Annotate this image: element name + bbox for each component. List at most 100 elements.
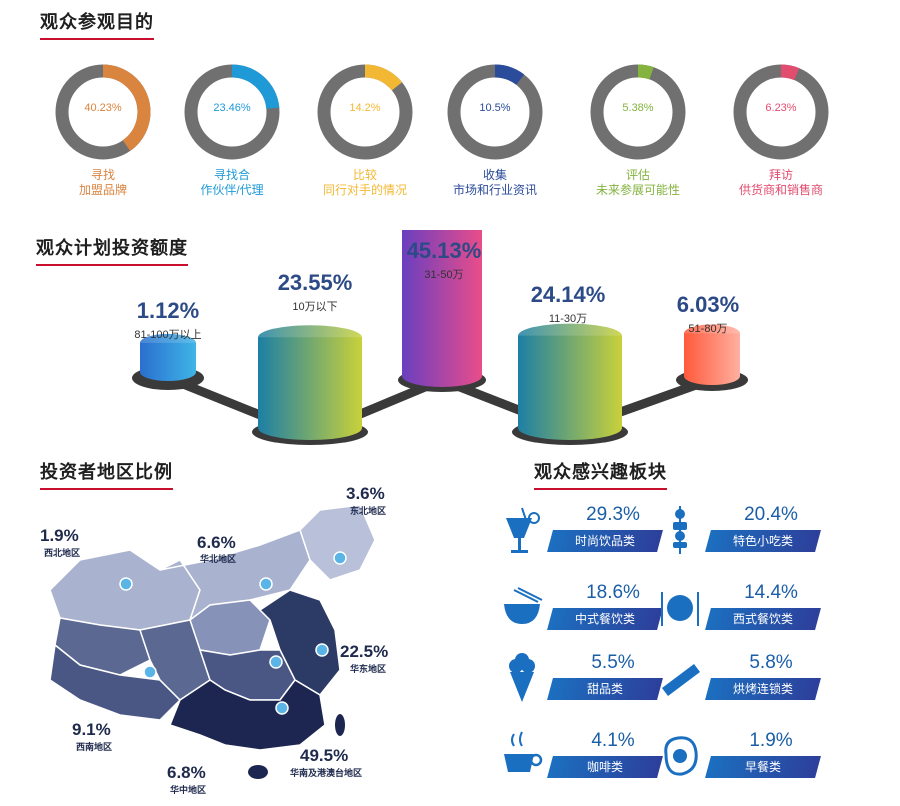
cylinder-percent: 45.13% [406,238,482,263]
donut-3: 10.5% 收集 市场和行业资讯 [425,62,565,198]
interest-item: 5.5% 甜品类 [500,648,710,708]
interest-item: 29.3% 时尚饮品类 [500,500,710,560]
donut-chart-icon [184,64,280,160]
interest-percent: 1.9% [749,730,793,751]
interest-percent: 4.1% [591,730,635,751]
icecream-icon [509,653,535,702]
donut-percent: 10.5% [479,102,511,114]
cylinder-percent: 24.14% [530,282,606,307]
cylinder-percent: 23.55% [277,270,353,295]
interest-percent: 5.8% [749,652,793,673]
cylinder-cap [140,333,196,352]
donut-label: 比较 同行对手的情况 [322,168,407,197]
cylinder-cap [258,325,362,350]
drink-icon [506,507,540,553]
donut-label: 寻找 加盟品牌 [78,168,127,197]
interest-tag: 烘烤连锁类 [705,678,821,700]
cylinder-percent: 1.12% [136,298,200,323]
interest-item: 1.9% 早餐类 [658,726,868,786]
donut-percent: 14.2% [349,102,381,114]
interest-percent: 29.3% [586,504,640,525]
region-name-east: 华东地区 [350,664,387,674]
interest-tag: 时尚饮品类 [547,530,663,552]
cylinder-body [258,337,362,440]
cylinder-range: 31-50万 [424,269,464,281]
plate-icon [661,592,699,626]
cylinder-cap [518,323,622,348]
donut-chart-icon [317,64,413,160]
interest-tag: 中式餐饮类 [547,608,663,630]
interest-item: 18.6% 中式餐饮类 [500,578,710,638]
cylinder-range: 11-30万 [548,313,588,325]
donut-5: 6.23% 拜访 供货商和销售商 [711,62,851,198]
donut-label: 收集 市场和行业资讯 [452,168,537,197]
region-percent-north: 6.6% [197,533,236,552]
interest-item: 5.8% 烘烤连锁类 [658,648,868,708]
investment-title: 观众计划投资额度 [36,234,188,266]
region-name-north: 华北地区 [200,554,237,564]
cylinder-body [140,342,196,381]
interests-title: 观众感兴趣板块 [534,458,667,490]
donut-chart-icon [55,64,151,160]
cylinder-body [402,230,482,387]
cylinder-range: 81-100万以上 [134,329,202,341]
egg-icon [664,736,698,776]
donut-arc [55,64,151,160]
donut-2: 14.2% 比较 同行对手的情况 [295,62,435,198]
donut-arc [317,64,413,160]
donut-percent: 6.23% [765,102,797,114]
region-percent-southwest: 9.1% [72,720,111,739]
donut-percent: 23.46% [213,102,251,114]
region-percent-central: 6.8% [167,763,206,782]
cylinder-chart: 1.12% 81-100万以上 23.55% 10万以下 45.13% 31-5… [0,230,900,460]
cylinder-range: 10万以下 [292,301,338,313]
donut-chart-icon [447,64,543,160]
region-name-central: 华中地区 [170,785,207,795]
interest-percent: 20.4% [744,504,798,525]
donut-label: 拜访 供货商和销售商 [738,168,823,197]
region-percent-south: 49.5% [300,746,349,765]
region-name-south: 华南及港澳台地区 [290,768,363,778]
cylinder-percent: 6.03% [676,292,740,317]
skewer-icon [673,506,687,554]
donut-arc [447,64,543,160]
cylinder-cap [404,230,480,237]
cylinder-range: 51-80万 [688,323,728,335]
interest-percent: 5.5% [591,652,635,673]
donut-percent: 40.23% [84,102,122,114]
interest-percent: 14.4% [744,582,798,603]
cylinder-body [684,333,740,385]
donut-label: 寻找合 作伙伴/代理 [200,168,264,197]
donut-arc [590,64,686,160]
donut-4: 5.38% 评估 未来参展可能性 [568,62,708,198]
donut-0: 40.23% 寻找 加盟品牌 [33,62,173,198]
donut-1: 23.46% 寻找合 作伙伴/代理 [162,62,302,198]
region-name-southwest: 西南地区 [76,742,113,752]
interest-tag: 特色小吃类 [705,530,821,552]
bowl-icon [504,587,543,624]
interest-item: 20.4% 特色小吃类 [658,500,868,560]
interest-item: 14.4% 西式餐饮类 [658,578,868,638]
region-percent-east: 22.5% [340,642,389,661]
interest-item: 4.1% 咖啡类 [500,726,710,786]
regions-title: 投资者地区比例 [40,458,173,490]
donut-percent: 5.38% [622,102,654,114]
cylinder-cap [684,324,740,343]
donut-chart-icon [733,64,829,160]
region-percent-northeast: 3.6% [346,484,385,503]
donut-chart-icon [590,64,686,160]
interest-tag: 甜品类 [547,678,663,700]
region-name-northwest: 西北地区 [44,548,81,558]
interest-tag: 西式餐饮类 [705,608,821,630]
interest-percent: 18.6% [586,582,640,603]
cylinder-body [518,335,622,440]
donut-arc [733,64,829,160]
china-map [49,504,376,779]
donut-label: 评估 未来参展可能性 [595,168,680,197]
interest-tag: 早餐类 [705,756,821,778]
region-name-northeast: 东北地区 [350,506,387,516]
purpose-title: 观众参观目的 [40,8,154,40]
interest-tag: 咖啡类 [547,756,663,778]
sandwich-icon [662,661,700,696]
region-percent-northwest: 1.9% [40,526,79,545]
